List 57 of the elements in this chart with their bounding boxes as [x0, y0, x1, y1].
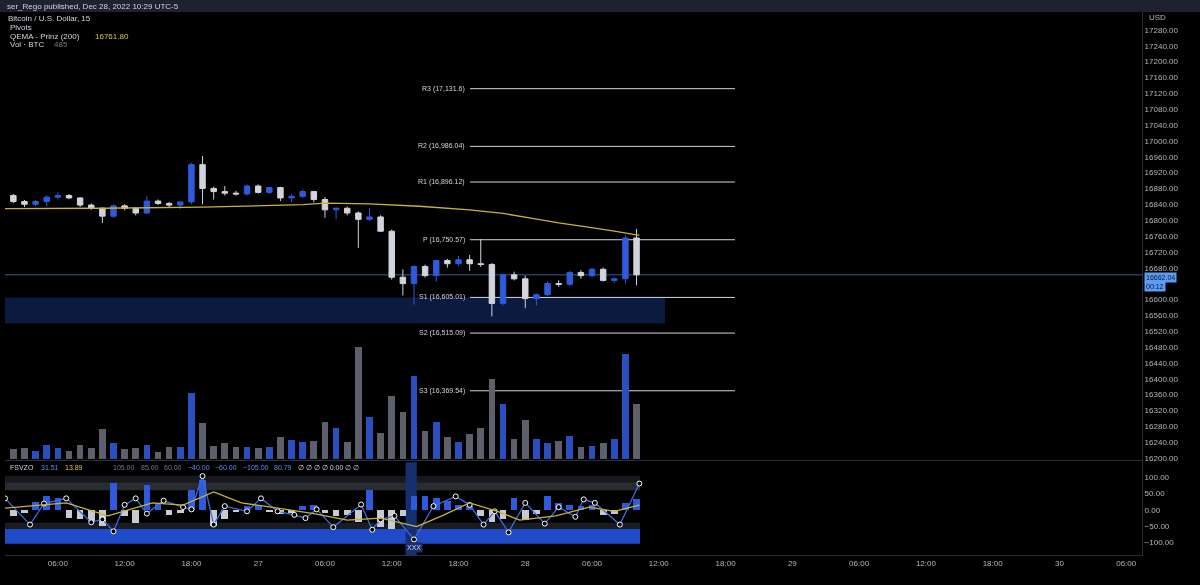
y-tick-label: 16520.00 — [1144, 326, 1179, 336]
x-tick-label: 06:00 — [1116, 558, 1137, 568]
x-tick-label: 12:00 — [381, 558, 403, 568]
y-tick-label: 16280.00 — [1144, 422, 1179, 432]
x-tick-label: 12:00 — [915, 558, 937, 568]
y-tick-label: 16560.00 — [1144, 311, 1179, 321]
y-tick-label: −50.00 — [1144, 521, 1170, 531]
x-tick-label: 18:00 — [181, 558, 202, 568]
x-tick-label: 18:00 — [982, 558, 1004, 568]
y-tick-label: 0.00 — [1144, 505, 1161, 515]
x-tick-label: 30 — [1055, 558, 1065, 568]
y-tick-label: 16600.00 — [1144, 295, 1179, 305]
y-tick-label: 16400.00 — [1144, 374, 1179, 384]
annotation: 16761.80 — [95, 32, 129, 41]
y-tick-label: 16880.00 — [1144, 184, 1179, 194]
x-tick-label: 06:00 — [582, 558, 603, 568]
y-tick-label: 17040.00 — [1144, 120, 1179, 130]
y-tick-label: −100.00 — [1144, 537, 1175, 547]
annotation: Pivots — [10, 23, 32, 32]
y-tick-label: 16200.00 — [1144, 453, 1179, 463]
x-tick-label: 28 — [520, 558, 531, 568]
y-axis-title: USD — [1149, 13, 1167, 22]
y-tick-label: 17280.00 — [1144, 25, 1179, 35]
y-tick-label: 16920.00 — [1144, 168, 1179, 178]
y-tick-label: 16320.00 — [1144, 406, 1179, 416]
x-tick-label: 29 — [787, 558, 798, 568]
y-tick-label: 16680.00 — [1144, 263, 1179, 273]
annotation: QEMA - Prinz (200) — [10, 32, 80, 41]
y-tick-label: 16720.00 — [1144, 247, 1179, 257]
y-tick-label: 17240.00 — [1144, 41, 1179, 51]
x-tick-label: 12:00 — [114, 558, 136, 568]
y-tick-label: 16240.00 — [1144, 437, 1179, 447]
x-tick-label: 18:00 — [715, 558, 737, 568]
y-tick-label: 17000.00 — [1144, 136, 1179, 146]
x-tick-label: 18:00 — [448, 558, 470, 568]
y-tick-label: 17120.00 — [1144, 89, 1179, 99]
y-tick-label: 17080.00 — [1144, 104, 1179, 114]
y-tick-label: 16360.00 — [1144, 390, 1179, 400]
y-tick-label: 16800.00 — [1144, 215, 1179, 225]
x-tick-label: 12:00 — [648, 558, 670, 568]
y-tick-label: 16480.00 — [1144, 342, 1179, 352]
annotation: 485 — [54, 40, 68, 49]
y-tick-label: 16960.00 — [1144, 152, 1179, 162]
y-tick-label: 16440.00 — [1144, 358, 1179, 368]
x-tick-label: 06:00 — [47, 558, 69, 568]
y-tick-label: 16760.00 — [1144, 231, 1179, 241]
y-tick-label: 50.00 — [1144, 489, 1166, 499]
x-tick-label: 06:00 — [849, 558, 870, 568]
y-tick-label: 17200.00 — [1144, 57, 1179, 67]
y-tick-label: 100.00 — [1144, 473, 1170, 483]
text: ser_Rego published, Dec 28, 2022 10:29 UTC-5 — [7, 2, 179, 11]
x-tick-label: 27 — [253, 558, 264, 568]
y-tick-label: 16840.00 — [1144, 200, 1179, 210]
x-tick-label: 06:00 — [314, 558, 336, 568]
chart-title: Bitcoin / U.S. Dollar, 15 — [8, 13, 91, 23]
annotation: Vol · BTC — [10, 40, 45, 49]
y-tick-label: 17160.00 — [1144, 73, 1179, 83]
